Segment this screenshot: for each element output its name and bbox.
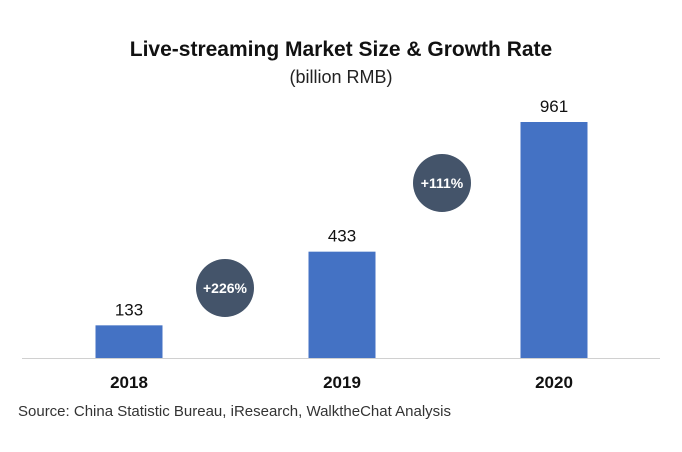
data-label: 961 — [540, 97, 568, 116]
x-tick-label: 2019 — [323, 373, 361, 392]
growth-badge-label: +226% — [203, 280, 248, 296]
bar — [308, 251, 376, 358]
bar — [95, 325, 163, 358]
source-note: Source: China Statistic Bureau, iResearc… — [18, 403, 451, 420]
chart-title: Live-streaming Market Size & Growth Rate — [129, 38, 553, 61]
growth-badge-label: +111% — [421, 175, 464, 191]
chart-subtitle: (billion RMB) — [289, 67, 393, 87]
growth-badge — [413, 154, 471, 212]
x-tick-label: 2018 — [110, 373, 148, 392]
x-tick-label: 2020 — [535, 373, 573, 392]
bar — [520, 122, 588, 358]
data-label: 433 — [328, 227, 356, 246]
data-label: 133 — [115, 300, 143, 319]
growth-badge — [196, 259, 254, 317]
